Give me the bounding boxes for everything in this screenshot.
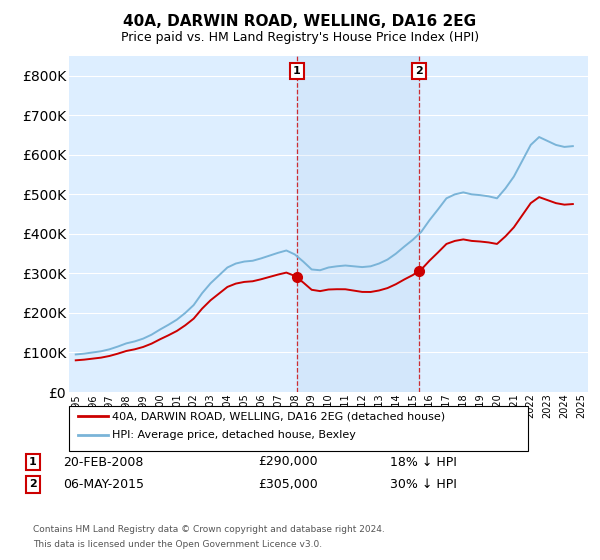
Text: 30% ↓ HPI: 30% ↓ HPI (390, 478, 457, 491)
Text: 2: 2 (415, 66, 422, 76)
Text: 1: 1 (293, 66, 301, 76)
Text: 1: 1 (29, 457, 37, 467)
Text: This data is licensed under the Open Government Licence v3.0.: This data is licensed under the Open Gov… (33, 540, 322, 549)
Text: £305,000: £305,000 (258, 478, 318, 491)
Text: 40A, DARWIN ROAD, WELLING, DA16 2EG: 40A, DARWIN ROAD, WELLING, DA16 2EG (124, 14, 476, 29)
Text: Contains HM Land Registry data © Crown copyright and database right 2024.: Contains HM Land Registry data © Crown c… (33, 525, 385, 534)
Bar (297, 56, 419, 392)
Text: HPI: Average price, detached house, Bexley: HPI: Average price, detached house, Bexl… (112, 430, 356, 440)
Text: Price paid vs. HM Land Registry's House Price Index (HPI): Price paid vs. HM Land Registry's House … (121, 31, 479, 44)
Text: 20-FEB-2008: 20-FEB-2008 (63, 455, 143, 469)
Text: 06-MAY-2015: 06-MAY-2015 (63, 478, 144, 491)
Text: 40A, DARWIN ROAD, WELLING, DA16 2EG (detached house): 40A, DARWIN ROAD, WELLING, DA16 2EG (det… (112, 411, 445, 421)
Text: 2: 2 (29, 479, 37, 489)
Text: £290,000: £290,000 (258, 455, 317, 469)
Text: 18% ↓ HPI: 18% ↓ HPI (390, 455, 457, 469)
